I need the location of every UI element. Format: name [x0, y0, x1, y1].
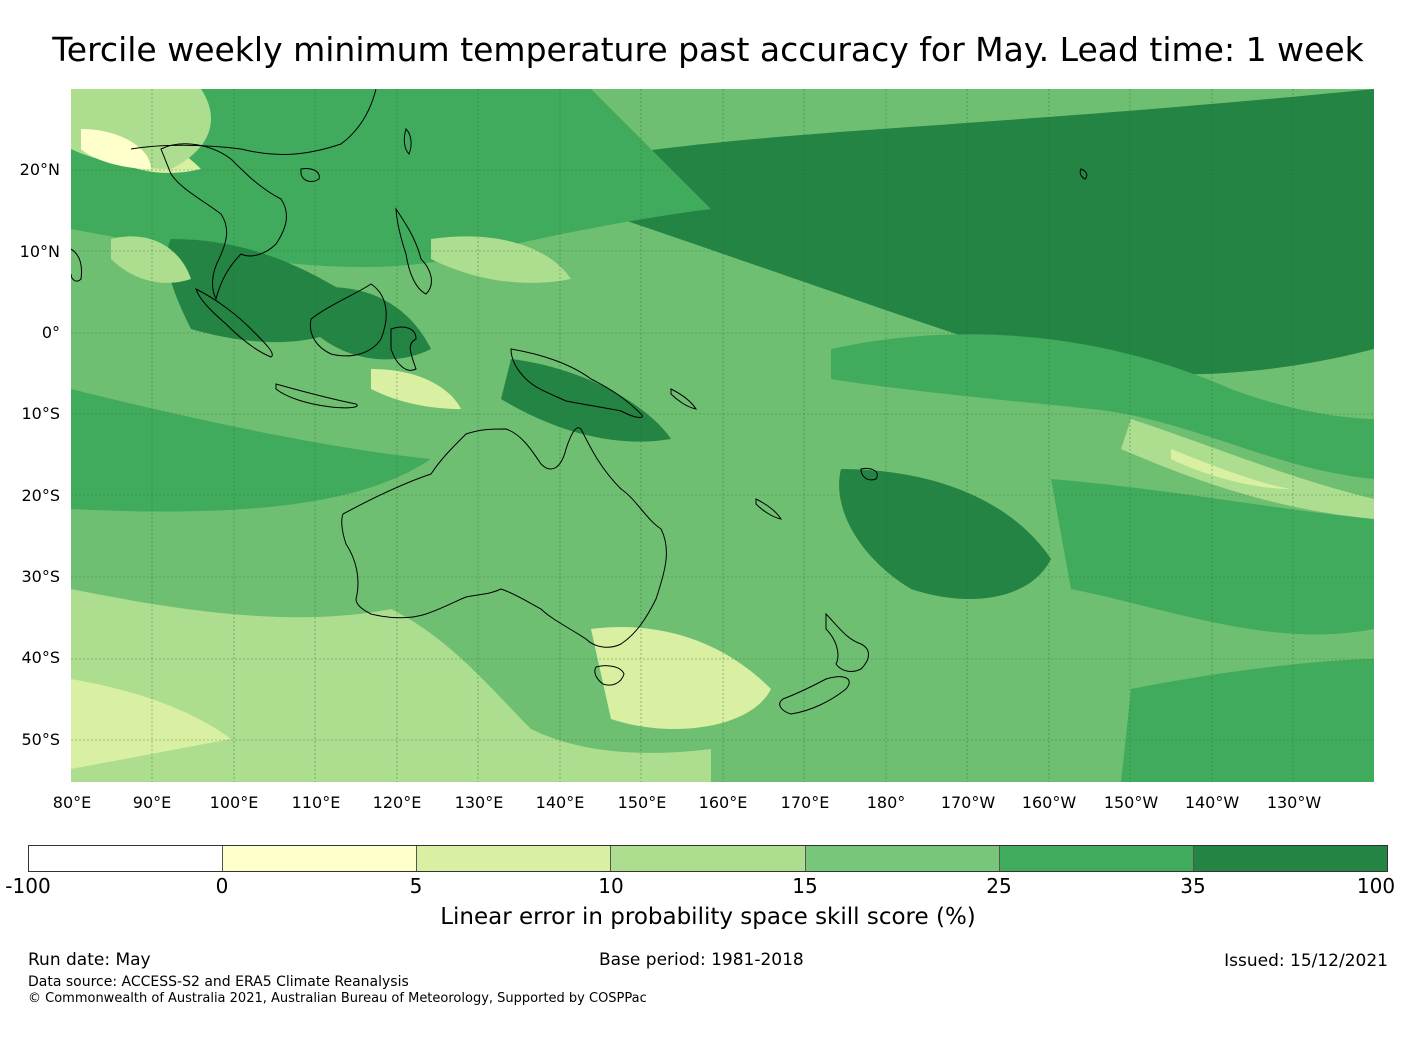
skill-shading	[71, 89, 1374, 782]
colorbar-tick: 25	[986, 874, 1012, 898]
tasmania-coastline	[594, 665, 625, 686]
coastlines	[71, 89, 1088, 715]
lon-label: 80°E	[52, 793, 92, 812]
colorbar-tick: 35	[1180, 874, 1206, 898]
data-source: Data source: ACCESS-S2 and ERA5 Climate …	[28, 974, 409, 990]
lat-label-0: 0°	[41, 323, 60, 342]
fiji-coastline	[860, 468, 878, 481]
map-canvas	[71, 89, 1374, 782]
colorbar	[28, 845, 1388, 872]
borneo-coastline	[309, 283, 387, 357]
lat-label-20s: 20°S	[21, 486, 60, 505]
colorbar-tick: -100	[5, 874, 51, 898]
lon-label: 140°W	[1184, 793, 1240, 812]
australia-coastline	[341, 427, 667, 648]
lon-label: 180°	[866, 793, 906, 812]
colorbar-label: Linear error in probability space skill …	[440, 904, 976, 930]
lat-label-10s: 10°S	[21, 404, 60, 423]
copyright: © Commonwealth of Australia 2021, Austra…	[28, 991, 647, 1006]
map-title: Tercile weekly minimum temperature past …	[52, 30, 1364, 69]
colorbar-segment	[1192, 846, 1387, 871]
colorbar-segment	[804, 846, 999, 871]
lon-label: 170°E	[780, 793, 830, 812]
sri-lanka-coastline	[71, 248, 82, 282]
colorbar-tick: 10	[598, 874, 624, 898]
colorbar-tick: 0	[215, 874, 229, 898]
lon-label: 130°E	[454, 793, 504, 812]
colorbar-segment	[29, 846, 223, 871]
lon-label: 160°E	[698, 793, 748, 812]
java-coastline	[275, 383, 358, 409]
run-date: Run date: May	[28, 950, 151, 970]
lon-label: 160°W	[1021, 793, 1077, 812]
lat-label-40s: 40°S	[21, 648, 60, 667]
lat-label-10n: 10°N	[19, 242, 60, 261]
graticule	[71, 89, 1374, 782]
issued-date: Issued: 15/12/2021	[1224, 951, 1388, 971]
colorbar-tick: 5	[409, 874, 423, 898]
lat-label-30s: 30°S	[21, 567, 60, 586]
hawaii-coastline	[1079, 168, 1088, 180]
colorbar-segment	[416, 846, 611, 871]
sulawesi-coastline	[390, 326, 417, 371]
base-period: Base period: 1981-2018	[599, 950, 804, 970]
skill-score-map	[71, 89, 1374, 782]
colorbar-tick: 100	[1356, 874, 1396, 898]
colorbar-tick: 15	[792, 874, 818, 898]
lon-label: 90°E	[132, 793, 172, 812]
sumatra-coastline	[195, 288, 273, 358]
lon-label: 150°W	[1103, 793, 1159, 812]
colorbar-segment	[610, 846, 805, 871]
lon-label: 150°E	[617, 793, 667, 812]
new-caledonia-coastline	[755, 498, 783, 520]
colorbar-segment	[998, 846, 1193, 871]
indochina-coastline	[160, 143, 287, 301]
lon-label: 120°E	[372, 793, 422, 812]
lat-label-50s: 50°S	[21, 730, 60, 749]
lat-label-20n: 20°N	[19, 160, 60, 179]
colorbar-segment	[222, 846, 417, 871]
new-zealand-north-coastline	[825, 612, 869, 672]
lon-label: 110°E	[291, 793, 341, 812]
lon-label: 100°E	[209, 793, 259, 812]
new-zealand-south-coastline	[779, 676, 850, 715]
hainan-coastline	[300, 168, 320, 182]
lon-label: 170°W	[940, 793, 996, 812]
china-coastline	[130, 89, 377, 155]
lon-label: 140°E	[535, 793, 585, 812]
solomon-islands-coastline	[670, 388, 698, 410]
taiwan-coastline	[403, 128, 412, 155]
new-guinea-coastline	[510, 348, 643, 418]
philippines-coastline	[395, 207, 432, 295]
lon-label: 130°W	[1266, 793, 1322, 812]
